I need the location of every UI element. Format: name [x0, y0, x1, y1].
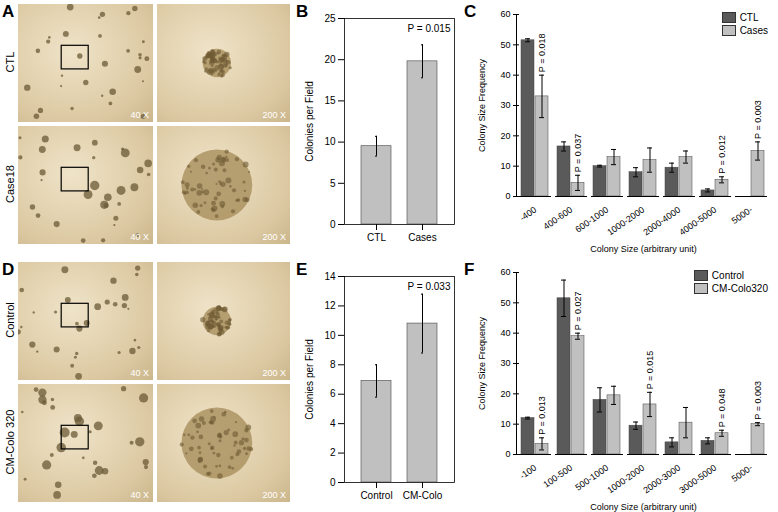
svg-text:Colonies per Field: Colonies per Field — [304, 81, 315, 162]
svg-text:8: 8 — [330, 359, 336, 370]
svg-text:10: 10 — [324, 330, 336, 341]
svg-text:Colony Size Frequency: Colony Size Frequency — [477, 316, 487, 410]
html-text:200 X: 200 X — [262, 368, 286, 378]
html-text:CTL: CTL — [739, 12, 759, 23]
svg-text:P = 0.018: P = 0.018 — [537, 34, 547, 73]
svg-text:3000-5000: 3000-5000 — [677, 463, 718, 496]
html-text:B: B — [296, 2, 309, 21]
html-text:E: E — [296, 260, 308, 279]
html-text:A: A — [2, 2, 15, 21]
svg-text:Control: Control — [360, 490, 392, 501]
html-text:40 X: 40 X — [130, 232, 149, 242]
svg-text:Colony Size Frequency: Colony Size Frequency — [477, 58, 487, 152]
svg-text:2: 2 — [330, 447, 336, 458]
html-text:Case18: Case18 — [4, 165, 16, 203]
svg-text:20: 20 — [500, 389, 510, 399]
svg-text:0: 0 — [505, 449, 510, 459]
svg-text:100-500: 100-500 — [542, 463, 575, 490]
svg-text:4000-5000: 4000-5000 — [677, 205, 718, 238]
html-text:CM-Colo 320: CM-Colo 320 — [4, 409, 16, 475]
html-text:CM-Colo320: CM-Colo320 — [711, 283, 768, 294]
svg-text:P = 0.012: P = 0.012 — [717, 135, 727, 174]
svg-text:5: 5 — [330, 178, 336, 189]
svg-text:0: 0 — [330, 477, 336, 488]
svg-text:P = 0.027: P = 0.027 — [573, 292, 583, 331]
svg-text:P = 0.013: P = 0.013 — [537, 396, 547, 435]
html-text:40 X: 40 X — [130, 110, 149, 120]
svg-text:15: 15 — [324, 95, 336, 106]
html-text:200 X: 200 X — [262, 232, 286, 242]
svg-text:60: 60 — [500, 267, 510, 277]
svg-text:CTL: CTL — [367, 232, 386, 243]
svg-text:2000-3000: 2000-3000 — [641, 463, 682, 496]
svg-text:P = 0.003: P = 0.003 — [753, 381, 763, 420]
html-text:D: D — [2, 260, 15, 279]
svg-text:0: 0 — [505, 191, 510, 201]
svg-text:10: 10 — [500, 419, 510, 429]
svg-text:P = 0.048: P = 0.048 — [717, 389, 727, 428]
svg-text:1000-2000: 1000-2000 — [605, 463, 646, 496]
svg-text:Colonies per Field: Colonies per Field — [304, 339, 315, 420]
svg-text:Cases: Cases — [408, 232, 436, 243]
svg-text:P = 0.033: P = 0.033 — [408, 281, 451, 292]
svg-text:P = 0.015: P = 0.015 — [645, 351, 655, 390]
svg-text:CM-Colo: CM-Colo — [403, 490, 443, 501]
html-text:Cases: Cases — [739, 25, 768, 36]
html-text:C: C — [464, 2, 477, 21]
svg-text:-100: -100 — [518, 463, 538, 482]
svg-text:60: 60 — [500, 9, 510, 19]
html-text:40 X: 40 X — [130, 368, 149, 378]
svg-text:6: 6 — [330, 388, 336, 399]
html-text:Control: Control — [711, 270, 745, 281]
svg-text:-400: -400 — [518, 205, 538, 224]
svg-text:4: 4 — [330, 418, 336, 429]
svg-text:20: 20 — [500, 131, 510, 141]
svg-text:1000-2000: 1000-2000 — [605, 205, 646, 238]
svg-text:50: 50 — [500, 298, 510, 308]
html-text:F: F — [464, 260, 475, 279]
svg-text:Colony Size (arbitrary unit): Colony Size (arbitrary unit) — [590, 502, 697, 512]
svg-text:20: 20 — [324, 54, 336, 65]
html-text:CTL: CTL — [4, 51, 16, 73]
svg-text:50: 50 — [500, 40, 510, 50]
svg-text:12: 12 — [324, 300, 336, 311]
svg-text:0: 0 — [330, 219, 336, 230]
svg-text:25: 25 — [324, 13, 336, 24]
html-text:Control: Control — [4, 302, 16, 338]
svg-text:500-1000: 500-1000 — [573, 462, 611, 493]
html-text:200 X: 200 X — [262, 110, 286, 120]
svg-text:400-600: 400-600 — [542, 205, 575, 232]
svg-text:600-1000: 600-1000 — [573, 204, 611, 235]
svg-text:5000-: 5000- — [730, 463, 755, 484]
svg-text:40: 40 — [500, 328, 510, 338]
html-text:200 X: 200 X — [262, 490, 286, 500]
html-text:40 X: 40 X — [130, 490, 149, 500]
svg-text:30: 30 — [500, 100, 510, 110]
svg-text:P = 0.003: P = 0.003 — [753, 100, 763, 139]
svg-text:5000-: 5000- — [730, 205, 755, 226]
svg-text:30: 30 — [500, 358, 510, 368]
svg-text:Colony Size (arbitrary unit): Colony Size (arbitrary unit) — [590, 244, 697, 254]
svg-text:10: 10 — [324, 136, 336, 147]
svg-text:10: 10 — [500, 161, 510, 171]
svg-text:14: 14 — [324, 271, 336, 282]
svg-text:P = 0.037: P = 0.037 — [573, 134, 583, 173]
svg-text:2000-4000: 2000-4000 — [641, 205, 682, 238]
svg-text:P = 0.015: P = 0.015 — [408, 23, 451, 34]
svg-text:40: 40 — [500, 70, 510, 80]
